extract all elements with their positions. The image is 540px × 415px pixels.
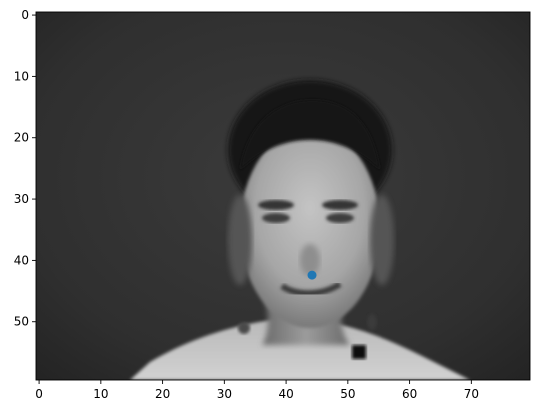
y-tick-label: 20 (14, 131, 29, 145)
x-tick-label: 50 (340, 387, 355, 401)
scatter-point (307, 270, 317, 280)
y-tick-label: 30 (14, 192, 29, 206)
scatter-points (307, 270, 317, 280)
x-tick-label: 0 (35, 387, 43, 401)
grayscale-face-image (36, 12, 530, 380)
y-tick-label: 0 (21, 8, 29, 22)
y-axis: 0 10 20 30 40 50 (14, 8, 36, 329)
y-tick-label: 50 (14, 315, 29, 329)
x-axis: 0 10 20 30 40 50 60 70 (35, 380, 479, 401)
axes-frame (35, 11, 531, 381)
x-tick-label: 10 (93, 387, 108, 401)
x-tick-label: 60 (402, 387, 417, 401)
y-tick-label: 10 (14, 69, 29, 83)
x-tick-label: 20 (155, 387, 170, 401)
y-tick-label: 40 (14, 253, 29, 267)
x-tick-label: 70 (464, 387, 479, 401)
x-tick-label: 40 (278, 387, 293, 401)
x-tick-label: 30 (217, 387, 232, 401)
